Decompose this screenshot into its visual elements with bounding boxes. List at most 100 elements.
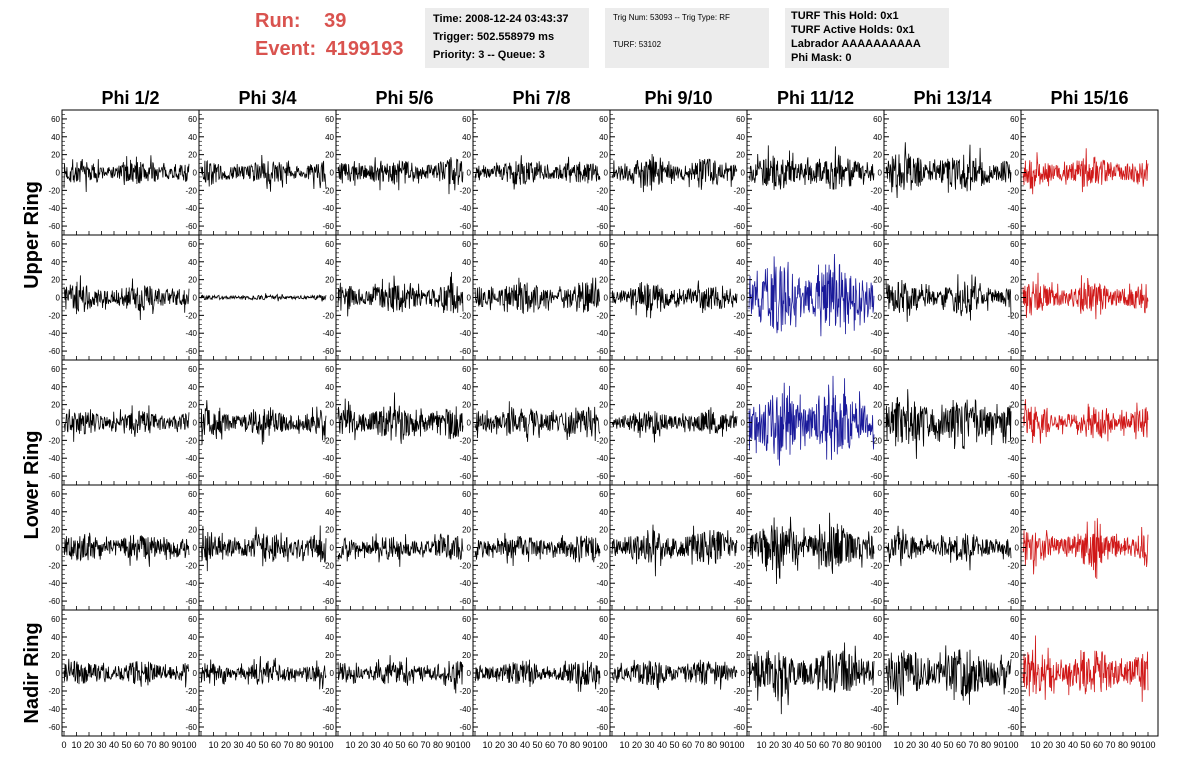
x-tick-label: 20 <box>221 740 231 750</box>
panel-frame <box>1020 484 1159 611</box>
x-tick-label: 90 <box>856 740 866 750</box>
y-tick-label: -40 <box>1007 705 1019 714</box>
y-tick-label: -60 <box>48 222 60 231</box>
y-tick-label: 20 <box>873 651 882 660</box>
y-tick-label: 60 <box>736 615 745 624</box>
y-tick-label: -60 <box>322 472 334 481</box>
turf-hold-text: TURF This Hold: 0x1 <box>791 10 899 22</box>
waveform-trace <box>63 155 190 193</box>
y-tick-label: -40 <box>1007 579 1019 588</box>
info-box-trigger: Trig Num: 53093 -- Trig Type: RF TURF: 5… <box>605 8 769 68</box>
y-tick-label: -20 <box>596 436 608 445</box>
waveform-trace <box>63 532 190 567</box>
y-tick-label: 40 <box>325 508 334 517</box>
y-tick-label: 0 <box>604 169 609 178</box>
waveform-trace <box>337 271 464 317</box>
x-tick-label: 30 <box>644 740 654 750</box>
y-tick-label: 60 <box>873 365 882 374</box>
y-tick-label: -20 <box>870 311 882 320</box>
y-tick-label: 20 <box>462 526 471 535</box>
x-tick-label: 40 <box>794 740 804 750</box>
y-tick-label: 0 <box>1015 669 1020 678</box>
event-value: 4199193 <box>325 38 404 60</box>
y-tick-label: 60 <box>325 240 334 249</box>
y-tick-label: 0 <box>56 419 61 428</box>
y-tick-label: 0 <box>1015 169 1020 178</box>
y-tick-label: 0 <box>193 669 198 678</box>
y-tick-label: 0 <box>604 419 609 428</box>
y-tick-label: -20 <box>1007 436 1019 445</box>
y-tick-label: 20 <box>188 401 197 410</box>
y-tick-label: 20 <box>599 526 608 535</box>
waveform-trace <box>337 392 464 444</box>
x-tick-label: 80 <box>981 740 991 750</box>
y-tick-label: 0 <box>56 169 61 178</box>
y-tick-label: -20 <box>322 561 334 570</box>
x-tick-label: 10 <box>345 740 355 750</box>
x-tick-label: 70 <box>557 740 567 750</box>
y-tick-label: 0 <box>878 419 883 428</box>
phi-mask-text: Phi Mask: 0 <box>791 52 852 64</box>
waveform-trace <box>474 659 601 692</box>
y-tick-label: -60 <box>459 347 471 356</box>
x-tick-label: 30 <box>96 740 106 750</box>
x-tick-label: 80 <box>707 740 717 750</box>
ring-label: Lower Ring <box>21 431 43 540</box>
x-tick-label: 60 <box>271 740 281 750</box>
y-tick-label: 40 <box>51 633 60 642</box>
x-tick-label: 10 <box>619 740 629 750</box>
y-tick-label: 20 <box>736 401 745 410</box>
y-tick-label: -20 <box>48 186 60 195</box>
y-tick-label: -20 <box>596 561 608 570</box>
x-tick-label: 30 <box>1055 740 1065 750</box>
y-tick-label: -40 <box>322 705 334 714</box>
y-tick-label: -60 <box>322 347 334 356</box>
y-tick-label: 20 <box>873 151 882 160</box>
y-tick-label: 0 <box>467 544 472 553</box>
y-tick-label: -40 <box>596 705 608 714</box>
y-tick-label: 40 <box>736 633 745 642</box>
waveform-trace <box>1022 272 1149 320</box>
y-tick-label: -20 <box>733 436 745 445</box>
y-tick-label: 20 <box>736 651 745 660</box>
y-tick-label: -20 <box>185 436 197 445</box>
y-tick-label: 20 <box>462 151 471 160</box>
y-tick-label: -20 <box>733 186 745 195</box>
y-tick-label: 60 <box>51 115 60 124</box>
column-title: Phi 11/12 <box>777 88 854 108</box>
y-tick-label: -20 <box>870 687 882 696</box>
y-tick-label: 0 <box>467 419 472 428</box>
y-tick-label: -40 <box>185 705 197 714</box>
column-title: Phi 9/10 <box>644 88 712 108</box>
x-tick-label: 10 <box>756 740 766 750</box>
waveform-trace <box>63 405 190 442</box>
y-tick-label: 40 <box>188 383 197 392</box>
y-tick-label: -40 <box>322 204 334 213</box>
x-tick-label: 90 <box>171 740 181 750</box>
y-tick-label: -40 <box>596 454 608 463</box>
waveform-trace <box>474 277 601 315</box>
waveform-trace <box>337 157 464 195</box>
y-tick-label: 40 <box>1010 133 1019 142</box>
y-tick-label: 20 <box>736 526 745 535</box>
y-tick-label: 20 <box>51 151 60 160</box>
waveform-trace <box>200 293 327 302</box>
x-tick-label: 70 <box>1105 740 1115 750</box>
y-tick-label: 60 <box>51 615 60 624</box>
info-box-time: Time: 2008-12-24 03:43:37 Trigger: 502.5… <box>425 8 589 68</box>
y-tick-label: 20 <box>873 276 882 285</box>
y-tick-label: -20 <box>459 186 471 195</box>
waveform-trace <box>611 659 738 690</box>
trig-num-text: Trig Num: 53093 -- Trig Type: RF <box>613 13 730 22</box>
x-tick-label: 100 <box>318 740 333 750</box>
y-tick-label: 40 <box>51 383 60 392</box>
y-tick-label: -40 <box>1007 454 1019 463</box>
x-tick-label: 10 <box>208 740 218 750</box>
x-tick-label: 70 <box>420 740 430 750</box>
y-tick-label: -40 <box>733 705 745 714</box>
y-tick-label: -60 <box>48 723 60 732</box>
y-tick-label: 40 <box>873 633 882 642</box>
x-tick-label: 70 <box>831 740 841 750</box>
y-tick-label: -60 <box>48 597 60 606</box>
y-tick-label: 40 <box>51 508 60 517</box>
